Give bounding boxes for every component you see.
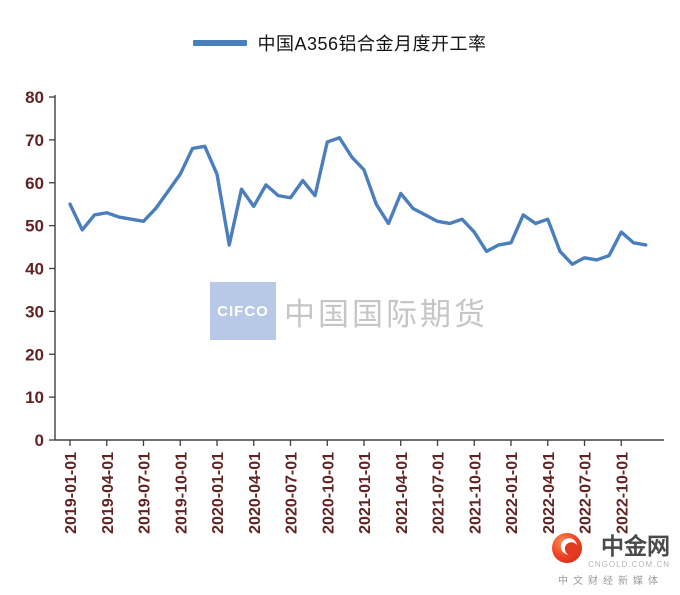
x-tick-label: 2019-04-01	[100, 452, 117, 534]
x-tick-label: 2020-01-01	[210, 452, 227, 534]
watermark: CIFCO 中国国际期货	[210, 282, 488, 340]
cngold-logo-icon	[552, 533, 583, 563]
cngold-logo: 中金网 CNGOLD.COM.CN 中文财经新媒体	[551, 527, 670, 587]
chart-legend: 中国A356铝合金月度开工率	[0, 30, 680, 56]
y-tick-label: 70	[25, 131, 44, 150]
y-tick-label: 0	[35, 431, 44, 450]
x-tick-label: 2022-10-01	[614, 452, 631, 534]
logo-swirl-inner	[565, 542, 579, 556]
x-tick-label: 2021-07-01	[431, 452, 448, 534]
x-tick-label: 2022-07-01	[578, 452, 595, 534]
legend-label: 中国A356铝合金月度开工率	[257, 34, 487, 54]
y-tick-label: 20	[25, 345, 44, 364]
series-line	[68, 136, 648, 266]
watermark-text: 中国国际期货	[284, 296, 488, 332]
x-tick-label: 2022-01-01	[504, 452, 521, 534]
x-tick-label: 2019-07-01	[137, 452, 154, 534]
y-tick-label: 10	[25, 388, 44, 407]
x-tick-label: 2020-10-01	[320, 452, 337, 534]
cngold-logo-row: 中金网 CNGOLD.COM.CN	[551, 527, 670, 569]
x-tick-label: 2021-01-01	[357, 452, 374, 534]
y-tick-label: 40	[25, 260, 44, 279]
x-tick-label: 2021-04-01	[394, 452, 411, 534]
x-tick-label: 2021-10-01	[467, 452, 484, 534]
x-tick-label: 2020-04-01	[247, 452, 264, 534]
logo-name: 中金网	[601, 533, 670, 559]
logo-text-column: 中金网 CNGOLD.COM.CN	[588, 527, 670, 569]
cifco-watermark-badge: CIFCO	[210, 282, 276, 340]
x-tick-label: 2019-10-01	[173, 452, 190, 534]
logo-tagline: 中文财经新媒体	[558, 576, 664, 587]
y-tick-label: 30	[25, 302, 44, 321]
operating-rate-line-chart: 0 10 20 30 40 50 60 70 80 2019-01-01 2019-04-01 201…	[25, 88, 664, 534]
x-tick-label: 2019-01-01	[63, 452, 80, 534]
y-tick-label: 50	[25, 217, 44, 236]
y-tick-label: 60	[25, 174, 44, 193]
x-tick-label: 2020-07-01	[284, 452, 301, 534]
y-tick-label: 80	[25, 88, 44, 107]
legend-line-swatch	[193, 40, 248, 46]
x-tick-label: 2022-04-01	[541, 452, 558, 534]
logo-domain: CNGOLD.COM.CN	[588, 560, 670, 569]
